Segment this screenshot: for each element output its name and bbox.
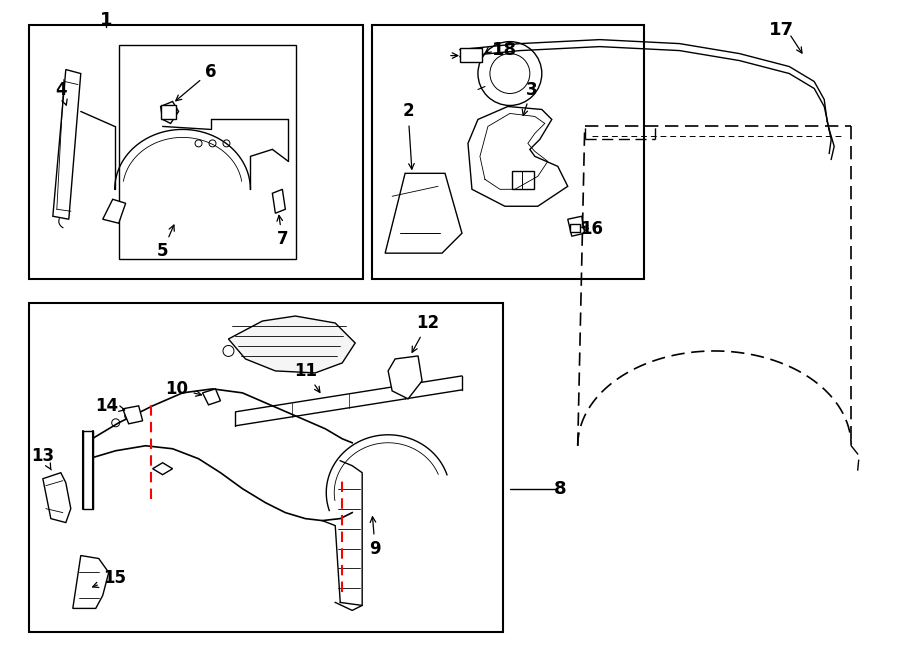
Text: 15: 15: [93, 570, 126, 588]
Polygon shape: [122, 406, 142, 424]
Text: 16: 16: [580, 220, 603, 238]
Polygon shape: [53, 69, 81, 219]
Text: 18: 18: [492, 40, 517, 59]
Circle shape: [478, 42, 542, 106]
Polygon shape: [568, 216, 585, 236]
Text: 8: 8: [554, 480, 566, 498]
Bar: [29, 24, 364, 279]
Text: 14: 14: [95, 397, 125, 415]
Polygon shape: [273, 189, 285, 214]
Bar: [29, 303, 503, 633]
Bar: [570, 224, 580, 232]
Polygon shape: [388, 356, 422, 399]
Text: 10: 10: [166, 380, 202, 398]
Text: 17: 17: [769, 20, 794, 38]
Text: 7: 7: [276, 215, 288, 248]
Text: 1: 1: [100, 11, 112, 28]
Bar: [460, 48, 482, 61]
Polygon shape: [73, 555, 109, 608]
Text: 3: 3: [522, 81, 537, 116]
Bar: [160, 106, 176, 120]
Polygon shape: [385, 173, 462, 253]
Polygon shape: [153, 463, 173, 475]
Text: 4: 4: [55, 81, 68, 105]
Text: 13: 13: [32, 447, 54, 470]
Polygon shape: [468, 106, 568, 206]
Bar: [512, 171, 534, 189]
Bar: [373, 24, 644, 279]
Bar: [119, 44, 296, 259]
Text: 5: 5: [157, 225, 175, 260]
Polygon shape: [229, 316, 356, 373]
Text: 2: 2: [402, 102, 414, 169]
Circle shape: [223, 346, 234, 356]
Text: 11: 11: [293, 362, 320, 393]
Text: 12: 12: [412, 314, 439, 352]
Polygon shape: [83, 431, 93, 508]
Text: 6: 6: [176, 63, 216, 100]
Polygon shape: [43, 473, 71, 523]
Polygon shape: [202, 389, 220, 405]
Polygon shape: [103, 199, 126, 223]
Text: 9: 9: [369, 517, 381, 557]
Polygon shape: [160, 102, 178, 124]
